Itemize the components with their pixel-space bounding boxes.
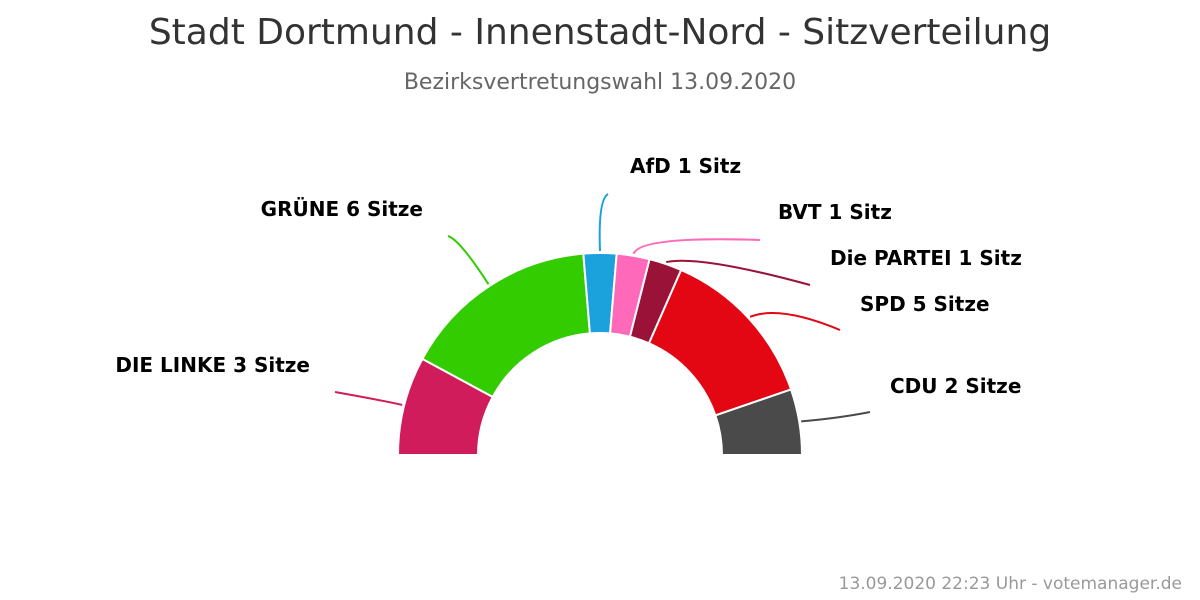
- connector-cdu: [801, 411, 871, 423]
- chart-labels: DIE LINKE 3 Sitze GRÜNE 6 Sitze AfD 1 Sitz…: [115, 154, 1021, 398]
- connector-gruene: [447, 235, 490, 285]
- connector-bvt: [632, 238, 761, 255]
- label-cdu: CDU 2 Sitze: [890, 374, 1021, 398]
- label-spd: SPD 5 Sitze: [860, 292, 990, 316]
- label-die-partei: Die PARTEI 1 Sitz: [830, 246, 1022, 270]
- chart-credit: 13.09.2020 22:23 Uhr - votemanager.de: [838, 574, 1182, 594]
- label-afd: AfD 1 Sitz: [630, 154, 741, 178]
- connector-die-partei: [666, 259, 811, 286]
- chart-subtitle: Bezirksvertretungswahl 13.09.2020: [403, 70, 797, 95]
- label-bvt: BVT 1 Sitz: [778, 200, 892, 224]
- connector-afd: [598, 193, 609, 252]
- chart-connectors: [334, 193, 871, 423]
- connector-spd: [749, 312, 841, 331]
- chart-slices: [396, 252, 804, 456]
- slice-cdu: [714, 388, 804, 456]
- connector-die-linke: [334, 391, 403, 406]
- label-gruene: GRÜNE 6 Sitze: [261, 197, 423, 221]
- label-die-linke: DIE LINKE 3 Sitze: [115, 353, 310, 377]
- chart-title: Stadt Dortmund - Innenstadt-Nord - Sitzv…: [148, 12, 1052, 53]
